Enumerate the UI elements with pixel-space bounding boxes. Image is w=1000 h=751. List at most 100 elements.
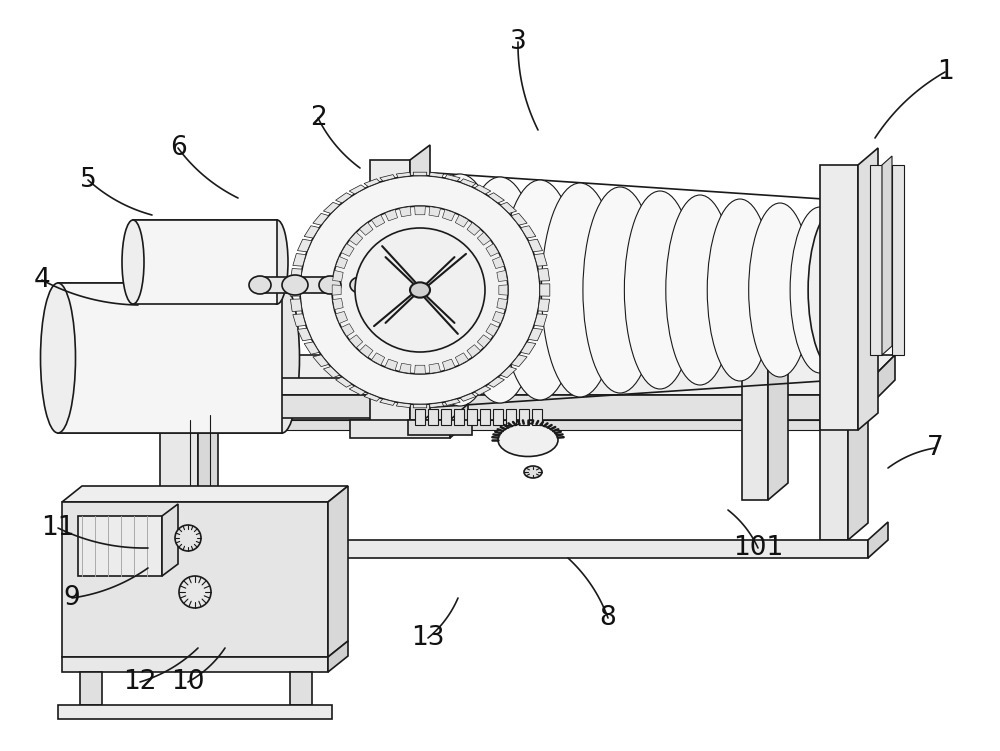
Ellipse shape [459, 233, 501, 347]
Text: 5: 5 [80, 167, 96, 193]
Polygon shape [370, 262, 418, 318]
Ellipse shape [266, 220, 288, 304]
Polygon shape [313, 213, 329, 225]
Polygon shape [532, 409, 542, 425]
Polygon shape [78, 516, 162, 576]
Polygon shape [371, 215, 385, 227]
Polygon shape [336, 257, 348, 269]
Polygon shape [88, 395, 855, 420]
Polygon shape [521, 342, 536, 354]
Polygon shape [882, 156, 892, 355]
Polygon shape [429, 207, 441, 217]
Polygon shape [371, 353, 385, 365]
Polygon shape [486, 324, 499, 336]
Ellipse shape [581, 237, 619, 342]
Polygon shape [304, 226, 319, 238]
Polygon shape [341, 243, 354, 256]
Polygon shape [364, 394, 380, 401]
Polygon shape [429, 173, 444, 177]
Polygon shape [304, 342, 319, 354]
Ellipse shape [378, 172, 462, 408]
Polygon shape [290, 284, 300, 296]
Ellipse shape [663, 242, 697, 339]
Polygon shape [313, 354, 329, 366]
Ellipse shape [40, 283, 76, 433]
Ellipse shape [122, 220, 144, 304]
Polygon shape [415, 207, 425, 215]
Ellipse shape [749, 203, 811, 377]
Polygon shape [534, 254, 547, 266]
Ellipse shape [785, 248, 815, 333]
Polygon shape [336, 312, 348, 324]
Polygon shape [467, 409, 477, 425]
Polygon shape [511, 213, 527, 225]
Polygon shape [477, 335, 491, 348]
Text: 1: 1 [937, 59, 953, 85]
Polygon shape [293, 254, 306, 266]
Polygon shape [290, 269, 302, 281]
Polygon shape [870, 165, 882, 355]
Polygon shape [428, 409, 438, 425]
Polygon shape [62, 657, 328, 672]
Polygon shape [511, 354, 527, 366]
Polygon shape [336, 377, 352, 388]
Ellipse shape [703, 243, 737, 336]
Polygon shape [519, 409, 529, 425]
Ellipse shape [744, 246, 776, 334]
Polygon shape [442, 210, 455, 221]
Polygon shape [258, 277, 385, 293]
Ellipse shape [418, 174, 502, 406]
Polygon shape [450, 404, 468, 438]
Polygon shape [454, 409, 464, 425]
Text: 4: 4 [34, 267, 50, 293]
Polygon shape [429, 403, 444, 408]
Polygon shape [848, 378, 868, 540]
Polygon shape [349, 386, 366, 395]
Polygon shape [60, 378, 400, 395]
Ellipse shape [175, 525, 201, 551]
Ellipse shape [790, 207, 850, 373]
Polygon shape [62, 486, 348, 502]
Polygon shape [492, 312, 504, 324]
Ellipse shape [179, 576, 211, 608]
Polygon shape [528, 328, 543, 341]
Polygon shape [198, 402, 218, 558]
Polygon shape [492, 257, 504, 269]
Ellipse shape [419, 231, 461, 348]
Polygon shape [333, 270, 343, 282]
Ellipse shape [808, 207, 868, 373]
Polygon shape [499, 285, 508, 295]
Polygon shape [460, 179, 476, 187]
Polygon shape [540, 284, 550, 296]
Polygon shape [160, 540, 868, 558]
Polygon shape [332, 285, 341, 295]
Polygon shape [349, 335, 363, 348]
Polygon shape [467, 345, 481, 357]
Polygon shape [160, 420, 198, 558]
Ellipse shape [459, 177, 541, 403]
Polygon shape [413, 404, 427, 408]
Polygon shape [410, 145, 430, 430]
Ellipse shape [500, 180, 580, 400]
Polygon shape [500, 366, 517, 378]
Polygon shape [441, 409, 451, 425]
Polygon shape [506, 409, 516, 425]
Ellipse shape [541, 183, 619, 397]
Polygon shape [538, 269, 550, 281]
Polygon shape [480, 409, 490, 425]
Ellipse shape [332, 206, 508, 374]
Text: 6: 6 [170, 135, 186, 161]
Polygon shape [380, 174, 395, 181]
Polygon shape [399, 363, 411, 373]
Ellipse shape [355, 228, 485, 352]
Ellipse shape [319, 276, 341, 294]
Polygon shape [162, 504, 178, 576]
Polygon shape [488, 193, 504, 203]
Polygon shape [442, 359, 455, 370]
Text: 2: 2 [310, 105, 326, 131]
Polygon shape [858, 148, 878, 430]
Polygon shape [370, 160, 410, 430]
Polygon shape [349, 232, 363, 245]
Polygon shape [336, 193, 352, 203]
Polygon shape [768, 338, 788, 500]
